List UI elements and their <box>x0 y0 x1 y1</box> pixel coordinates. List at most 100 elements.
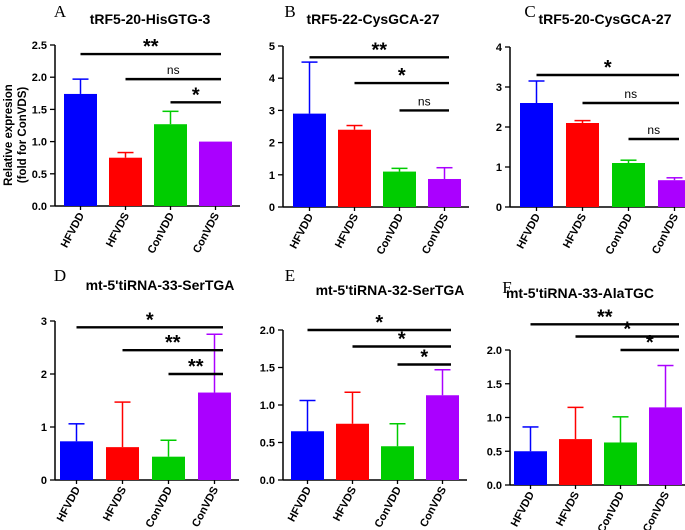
y-tick-label: 1 <box>41 422 47 434</box>
bar-hfvdd <box>520 103 553 207</box>
significance-label: ns <box>418 94 431 108</box>
bar-hfvds <box>336 423 369 480</box>
bar-convds <box>426 395 459 480</box>
bar-hfvdd <box>293 113 326 207</box>
y-tick-label: 1.0 <box>32 137 47 149</box>
panel-title: tRF5-20-HisGTG-3 <box>90 11 211 27</box>
significance-label: * <box>398 65 406 87</box>
significance-label: * <box>398 329 406 351</box>
bar-hfvds <box>338 129 371 207</box>
bar-convds <box>198 392 231 480</box>
y-tick-label: 1.0 <box>260 400 275 412</box>
y-tick-label: 5 <box>269 41 275 53</box>
y-tick-label: 0.5 <box>32 169 47 181</box>
y-tick-label: 2.5 <box>32 40 47 52</box>
panel-title: tRF5-20-CysGCA-27 <box>538 11 671 27</box>
significance-label: ** <box>165 332 181 354</box>
bar-hfvds <box>109 157 142 206</box>
y-tick-label: 1.5 <box>260 363 275 375</box>
y-tick-label: 0 <box>269 202 275 214</box>
panel-title: mt-5'tiRNA-33-AlaTGC <box>506 285 654 301</box>
y-tick-label: 2.0 <box>487 345 502 357</box>
x-category-label: HFVDS <box>101 485 129 524</box>
y-tick-label: 1.5 <box>487 379 502 391</box>
x-category-label: ConVDS <box>420 212 451 256</box>
y-tick-label: 0.5 <box>260 438 275 450</box>
y-tick-label: 0.0 <box>260 475 275 487</box>
x-category-label: ConVDD <box>373 485 405 530</box>
significance-label: ns <box>624 87 637 101</box>
bar-convds <box>658 180 685 207</box>
y-tick-label: 3 <box>41 316 47 328</box>
y-tick-label: 1 <box>496 162 502 174</box>
x-category-label: ConVDD <box>146 211 178 256</box>
y-tick-label: 4 <box>269 73 276 85</box>
x-category-label: HFVDS <box>333 212 361 251</box>
significance-label: ns <box>647 123 660 137</box>
panel-letter: E <box>285 266 295 285</box>
bar-hfvdd <box>64 93 97 206</box>
bar-convdd <box>152 456 185 480</box>
x-category-label: ConVDD <box>596 490 628 530</box>
panel-title: tRF5-22-CysGCA-27 <box>306 11 439 27</box>
y-tick-label: 0.0 <box>487 480 502 492</box>
panel-letter: B <box>284 2 295 21</box>
bar-convds <box>199 141 232 206</box>
panel-letter: F <box>502 278 511 297</box>
bar-hfvds <box>559 439 592 485</box>
panel-letter: C <box>524 2 535 21</box>
y-tick-label: 2 <box>41 369 47 381</box>
bar-convdd <box>383 171 416 207</box>
bar-hfvdd <box>514 451 547 485</box>
significance-label: ** <box>371 39 387 61</box>
x-category-label: HFVDS <box>561 212 589 251</box>
significance-label: ** <box>143 36 159 58</box>
bar-hfvdd <box>291 431 324 480</box>
y-tick-label: 1 <box>269 170 275 182</box>
y-tick-label: 2.0 <box>260 325 275 337</box>
y-tick-label: 0 <box>41 475 47 487</box>
y-tick-label: 0.5 <box>487 446 502 458</box>
x-category-label: HFVDD <box>286 485 314 524</box>
significance-label: * <box>623 319 631 341</box>
significance-label: ** <box>597 306 613 328</box>
significance-label: * <box>646 332 654 354</box>
x-category-label: ConVDS <box>418 485 449 529</box>
y-axis-label-line2: (fold for ConVDS) <box>17 87 29 184</box>
bar-convds <box>428 178 461 207</box>
bar-convdd <box>604 442 637 485</box>
x-category-label: ConVDS <box>650 212 681 256</box>
panel-title: mt-5'tiRNA-33-SerTGA <box>86 277 235 293</box>
x-category-label: HFVDD <box>59 211 87 250</box>
significance-label: * <box>375 312 383 334</box>
y-tick-label: 0 <box>496 202 502 214</box>
x-category-label: ConVDD <box>144 485 176 530</box>
x-category-label: ConVDD <box>604 212 636 257</box>
bar-hfvdd <box>60 441 93 480</box>
x-category-label: ConVDS <box>641 490 672 530</box>
x-category-label: HFVDD <box>515 212 543 251</box>
x-category-label: HFVDD <box>509 490 537 529</box>
panel-f: Fmt-5'tiRNA-33-AlaTGC 0.0 0.5 1.0 1.5 2.0 HFVD… <box>487 278 685 530</box>
y-tick-label: 1.0 <box>487 413 502 425</box>
panel-letter: A <box>54 2 67 21</box>
x-category-label: ConVDS <box>191 211 222 255</box>
bar-convdd <box>381 446 414 480</box>
x-category-label: HFVDS <box>331 485 359 524</box>
bar-hfvds <box>566 123 599 207</box>
y-tick-label: 0.0 <box>32 201 47 213</box>
significance-label: * <box>146 309 154 331</box>
x-category-label: ConVDS <box>190 485 221 529</box>
significance-label: ns <box>167 63 180 77</box>
bar-hfvds <box>106 447 139 480</box>
x-category-label: HFVDD <box>55 485 83 524</box>
x-category-label: HFVDD <box>288 212 316 251</box>
y-tick-label: 2.0 <box>32 72 47 84</box>
y-tick-label: 3 <box>496 82 502 94</box>
x-category-label: ConVDD <box>375 212 407 257</box>
bar-convdd <box>612 163 645 207</box>
